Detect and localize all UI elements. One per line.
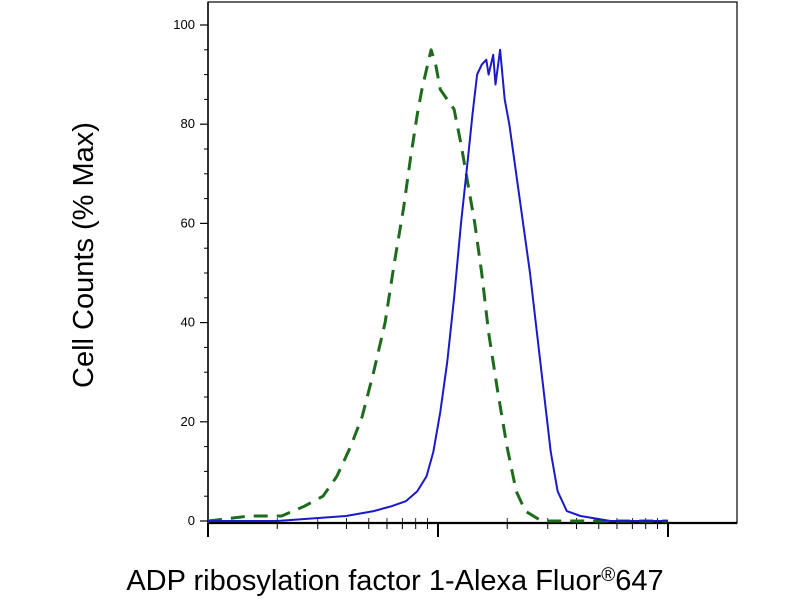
y-tick-label: 60 <box>181 215 195 230</box>
x-axis-title: ADP ribosylation factor 1-Alexa Fluor®64… <box>126 565 663 597</box>
y-tick-label: 80 <box>181 116 195 131</box>
y-axis-title: Cell Counts (% Max) <box>68 122 100 388</box>
plot-frame <box>207 1 738 525</box>
y-tick-label: 100 <box>173 17 195 32</box>
series-lines <box>207 48 668 523</box>
control-histogram-line <box>207 48 668 523</box>
x-axis-title-main: ADP ribosylation factor 1-Alexa Fluor <box>126 565 601 597</box>
x-axis-title-suffix: 647 <box>615 565 663 597</box>
y-tick-label: 0 <box>188 513 195 528</box>
x-axis-title-registered-mark: ® <box>601 565 615 586</box>
plot-border <box>207 1 738 524</box>
y-tick-label: 40 <box>181 315 195 330</box>
sample-histogram-line <box>208 48 668 522</box>
y-tick-label: 20 <box>181 414 195 429</box>
y-axis-ticks: 0 20 40 60 80 100 <box>173 17 208 528</box>
